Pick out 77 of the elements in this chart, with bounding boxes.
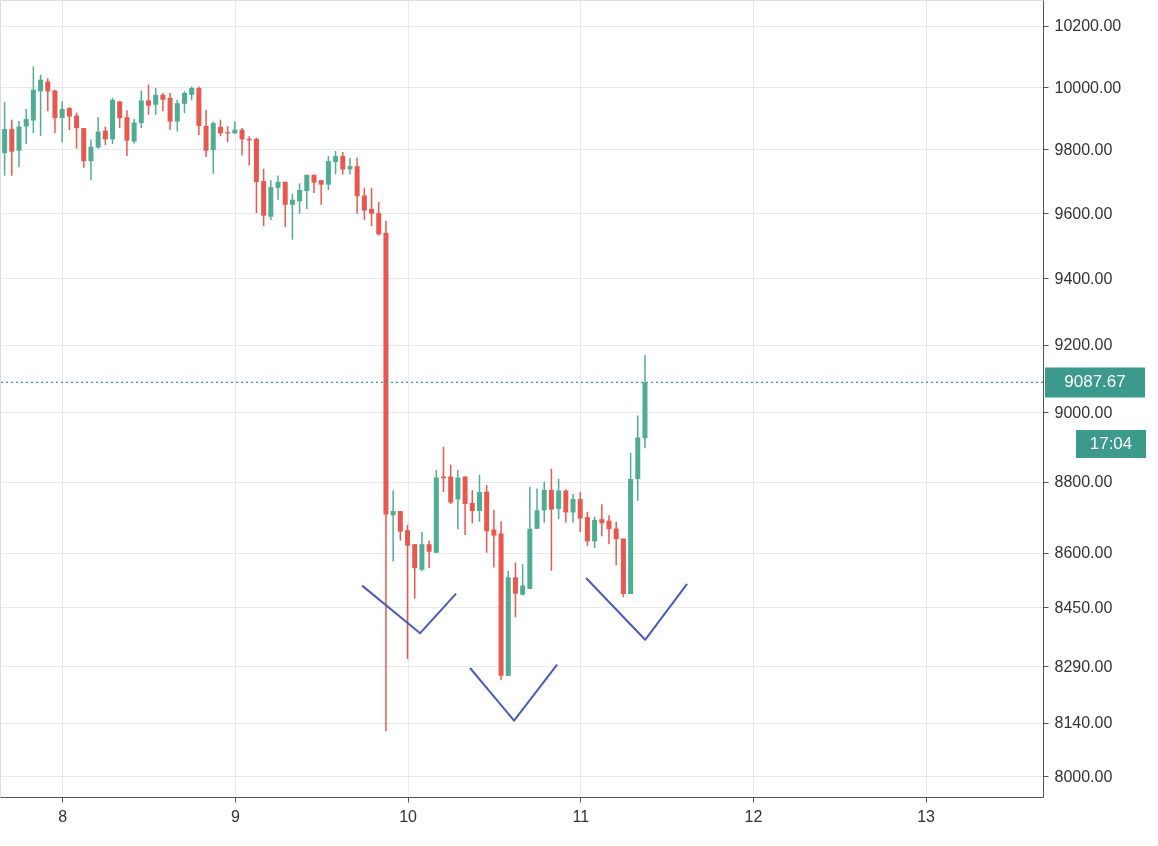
candlestick	[23, 108, 29, 145]
candlestick	[570, 493, 576, 524]
candlestick	[318, 179, 324, 206]
candlestick	[102, 125, 108, 146]
candlestick	[138, 89, 144, 129]
y-tick-label: 10000.00	[1054, 78, 1122, 96]
y-tick-label: 9200.00	[1054, 336, 1113, 354]
candlestick	[369, 187, 375, 227]
candlestick	[563, 488, 569, 524]
x-tick-label: 12	[744, 807, 763, 825]
y-tick-label: 8450.00	[1054, 598, 1113, 616]
y-tick-label: 8290.00	[1054, 657, 1113, 675]
candlestick	[124, 109, 130, 157]
x-tick-label: 8	[58, 807, 68, 825]
candlestick	[160, 92, 166, 112]
candlestick	[491, 508, 497, 569]
y-tick-label: 8140.00	[1054, 714, 1113, 732]
candlestick	[469, 489, 475, 525]
candlestick	[534, 487, 540, 530]
candlestick	[325, 155, 331, 191]
y-tick-label: 8800.00	[1054, 473, 1113, 491]
candlestick	[397, 510, 403, 542]
candlestick	[333, 150, 339, 176]
y-tick-label: 9800.00	[1054, 140, 1113, 158]
candlestick	[390, 489, 396, 563]
candlestick	[181, 90, 187, 114]
y-tick-label: 8000.00	[1054, 767, 1113, 785]
x-tick-label: 9	[230, 807, 240, 825]
x-tick-label: 10	[399, 807, 418, 825]
candlestick	[167, 92, 173, 131]
candlestick	[577, 491, 583, 533]
x-tick-label: 11	[572, 807, 590, 825]
candlestick	[613, 520, 619, 567]
candlestick	[117, 100, 123, 129]
candlestick	[2, 101, 8, 177]
candlestick	[304, 174, 310, 210]
candlestick	[59, 100, 65, 144]
candlestick	[347, 156, 353, 176]
candlestick	[38, 73, 44, 137]
ref-line-label: 9087.67	[1064, 372, 1126, 392]
candlestick	[174, 99, 180, 133]
y-tick-label: 9000.00	[1054, 403, 1113, 421]
candlestick	[520, 563, 526, 597]
candlestick	[131, 118, 137, 145]
candlestick	[376, 201, 382, 237]
candlestick	[88, 138, 94, 181]
candlestick	[239, 127, 245, 157]
candlestick	[340, 151, 346, 176]
candlestick	[512, 561, 518, 619]
candlestick	[146, 83, 152, 116]
candlestick	[74, 111, 80, 150]
candlestick	[426, 539, 432, 569]
candlestick	[476, 474, 482, 523]
candlestick	[95, 116, 101, 150]
candlestick	[9, 118, 15, 177]
y-tick-label: 8600.00	[1054, 544, 1113, 562]
candlestick	[548, 468, 554, 572]
candlestick	[541, 481, 547, 524]
candlestick	[455, 469, 461, 530]
y-tick-label: 9600.00	[1054, 204, 1113, 222]
candlestick	[599, 503, 605, 538]
y-tick-label: 9400.00	[1054, 269, 1113, 287]
candlestick	[282, 181, 288, 229]
candlestick	[275, 174, 281, 201]
candlestick	[297, 182, 303, 215]
x-tick-label: 13	[917, 807, 936, 825]
candlestick	[556, 477, 562, 520]
candlestick	[361, 187, 367, 221]
candlestick	[606, 514, 612, 545]
candlestick	[592, 515, 598, 549]
y-tick-label: 10200.00	[1054, 17, 1122, 35]
candlestick	[45, 77, 51, 112]
candlestick	[289, 192, 295, 241]
candlestick	[66, 106, 72, 131]
candlestick	[153, 87, 159, 116]
text: 17:04	[1089, 434, 1133, 453]
candlestick	[405, 524, 411, 660]
